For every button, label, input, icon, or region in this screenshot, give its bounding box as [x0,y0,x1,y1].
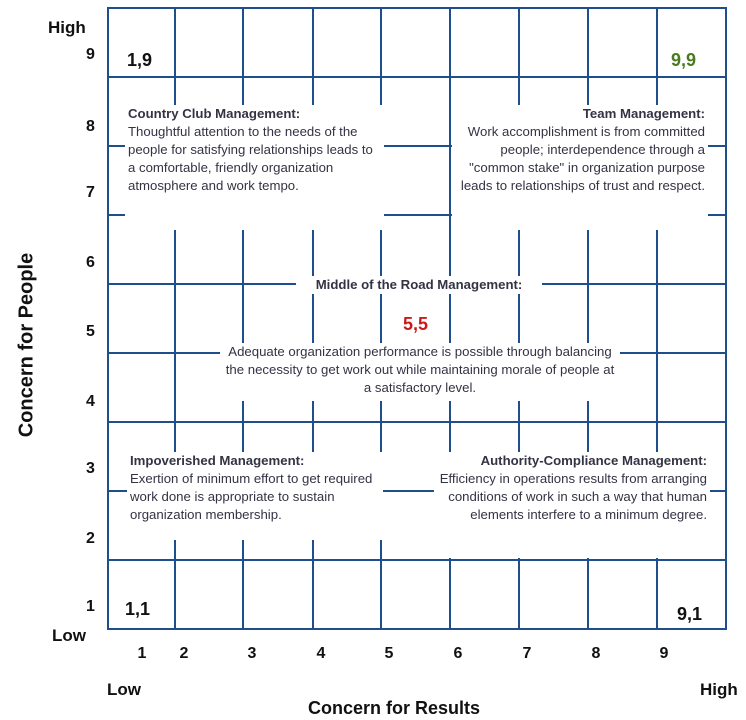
y-axis-label: Concern for People [16,253,39,437]
y-tick-5: 5 [86,323,95,341]
impoverished-box: Impoverished Management: Exertion of min… [127,452,383,540]
authority-compliance-text: Efficiency in operations results from ar… [437,470,707,524]
x-tick-9: 9 [660,645,669,663]
authority-compliance-title: Authority-Compliance Management: [437,452,707,470]
impoverished-title: Impoverished Management: [130,452,380,470]
y-tick-4: 4 [86,393,95,411]
middle-road-box: Adequate organization performance is pos… [220,343,620,401]
x-tick-7: 7 [523,645,532,663]
coord-9-1: 9,1 [677,604,702,625]
x-tick-4: 4 [317,645,326,663]
x-tick-1: 1 [138,645,147,663]
y-high-label: High [48,18,86,38]
coord-5-5: 5,5 [403,314,428,335]
coord-1-9: 1,9 [127,50,152,71]
y-tick-3: 3 [86,460,95,478]
country-club-box: Country Club Management: Thoughtful atte… [125,105,384,230]
y-low-label: Low [52,626,86,646]
y-tick-9: 9 [86,46,95,64]
impoverished-text: Exertion of minimum effort to get requir… [130,470,380,524]
y-tick-2: 2 [86,530,95,548]
y-tick-7: 7 [86,184,95,202]
middle-road-title: Middle of the Road Management: [299,276,539,294]
team-box: Team Management: Work accomplishment is … [452,105,708,230]
team-text: Work accomplishment is from committed pe… [455,123,705,195]
y-tick-1: 1 [86,598,95,616]
x-tick-8: 8 [592,645,601,663]
coord-9-9: 9,9 [671,50,696,71]
authority-compliance-box: Authority-Compliance Management: Efficie… [434,452,710,558]
y-tick-8: 8 [86,118,95,136]
x-high-label: High [700,680,738,700]
coord-1-1: 1,1 [125,599,150,620]
country-club-text: Thoughtful attention to the needs of the… [128,123,381,195]
x-tick-3: 3 [248,645,257,663]
x-axis-label: Concern for Results [308,698,480,719]
team-title: Team Management: [455,105,705,123]
y-tick-6: 6 [86,254,95,272]
middle-road-text: Adequate organization performance is pos… [223,343,617,397]
country-club-title: Country Club Management: [128,105,381,123]
x-tick-2: 2 [180,645,189,663]
x-tick-5: 5 [385,645,394,663]
x-low-label: Low [107,680,141,700]
middle-road-title-box: Middle of the Road Management: [296,276,542,294]
x-tick-6: 6 [454,645,463,663]
